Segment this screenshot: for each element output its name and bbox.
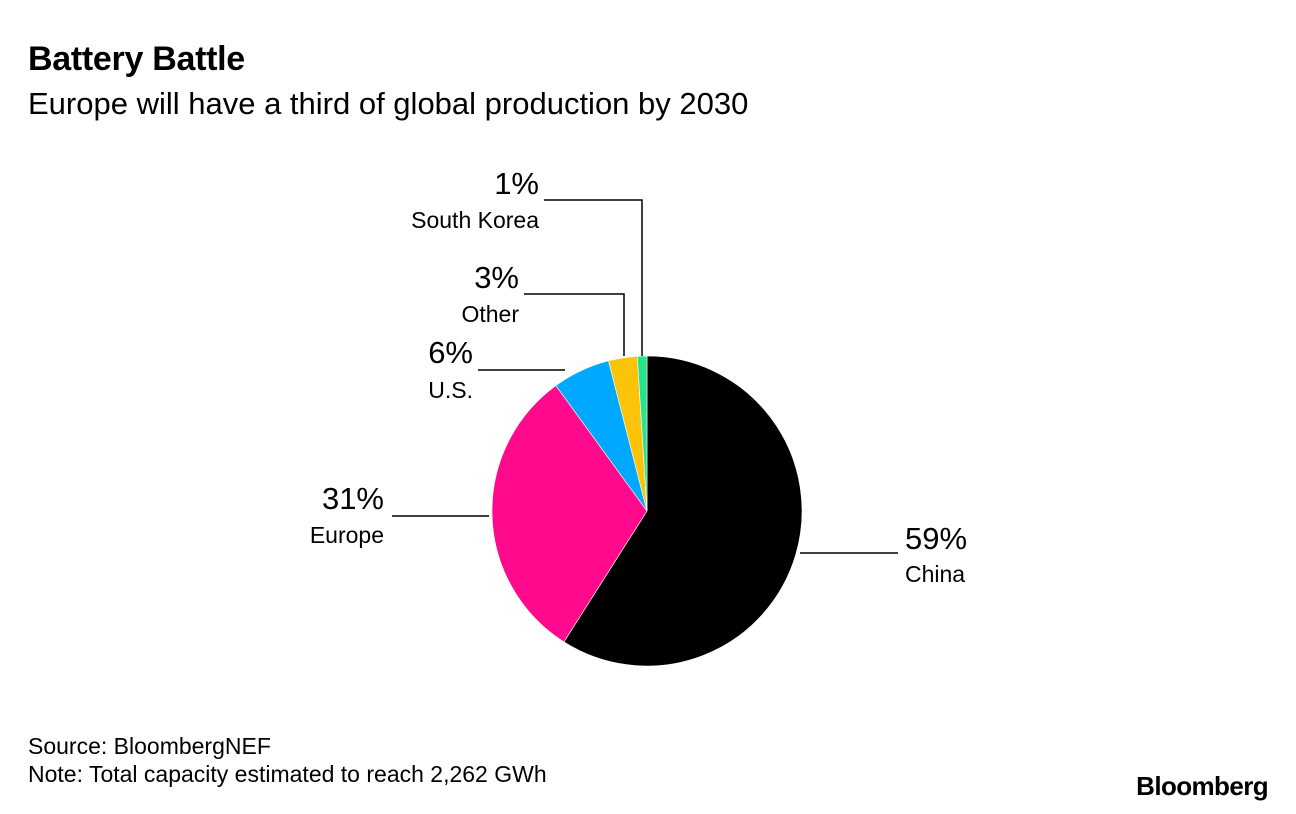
footnote: Note: Total capacity estimated to reach …	[28, 761, 547, 787]
data-label-u-s: 6%	[428, 335, 473, 370]
category-label-other: Other	[461, 301, 519, 327]
category-label-china: China	[905, 561, 965, 587]
category-label-u-s: U.S.	[428, 377, 473, 403]
pie-slice-china	[563, 355, 803, 667]
leader-line-other	[524, 293, 625, 356]
chart-title: Battery Battle	[28, 40, 245, 78]
data-label-other: 3%	[474, 260, 519, 295]
category-label-europe: Europe	[310, 522, 384, 548]
data-label-china: 59%	[905, 521, 967, 556]
pie-slice-europe	[491, 385, 648, 643]
category-label-south-korea: South Korea	[411, 207, 539, 233]
bloomberg-logo: Bloomberg	[1136, 771, 1268, 801]
pie-slice-south-korea	[636, 355, 648, 512]
source-note: Source: BloombergNEF	[28, 733, 271, 759]
data-label-europe: 31%	[322, 481, 384, 516]
chart-subtitle: Europe will have a third of global produ…	[28, 86, 749, 121]
data-label-south-korea: 1%	[494, 166, 539, 201]
leader-line-south-korea	[544, 199, 643, 356]
